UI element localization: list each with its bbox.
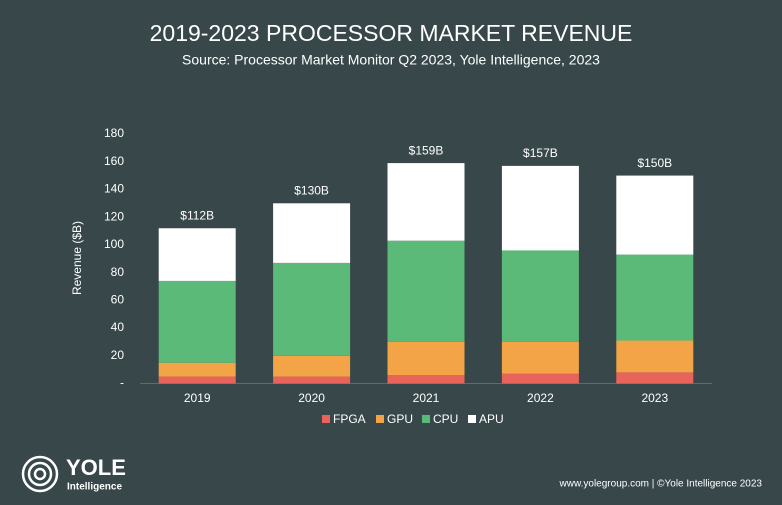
bar-segment (501, 341, 579, 374)
y-tick-label: 100 (104, 237, 124, 251)
logo-subtext: Intelligence (67, 482, 122, 493)
y-tick-label: 20 (111, 348, 125, 362)
legend-swatch (376, 415, 384, 423)
logo-ring (21, 455, 59, 493)
bar-segment (387, 375, 465, 384)
legend-swatch (322, 415, 330, 423)
total-label: $159B (409, 143, 444, 157)
logo-ring (33, 467, 47, 481)
legend-label: FPGA (333, 412, 366, 426)
bar-segment (273, 203, 351, 263)
bar-segment (158, 228, 236, 281)
bar-segment (273, 355, 351, 377)
legend-swatch (468, 415, 476, 423)
x-tick-label: 2019 (184, 391, 211, 405)
total-label: $130B (294, 183, 329, 197)
y-tick-label: 140 (104, 182, 124, 196)
bar-segment (158, 376, 236, 384)
bar-segment (616, 372, 694, 384)
legend-label: CPU (433, 412, 458, 426)
x-tick-label: 2020 (298, 391, 325, 405)
bar-segment (501, 165, 579, 251)
bar-segment (273, 376, 351, 384)
y-tick-label: 160 (104, 154, 124, 168)
bar-segment (387, 341, 465, 376)
bar-segment (616, 254, 694, 341)
logo: YOLE Intelligence (21, 455, 126, 493)
y-axis-label: Revenue ($B) (70, 221, 84, 295)
legend-label: GPU (387, 412, 413, 426)
bar-segment (273, 262, 351, 356)
chart-subtitle: Source: Processor Market Monitor Q2 2023… (182, 52, 600, 68)
bar-segment (158, 362, 236, 377)
y-tick-label: 40 (111, 320, 125, 334)
legend-swatch (422, 415, 430, 423)
x-tick-label: 2023 (641, 391, 668, 405)
bar-segment (501, 250, 579, 342)
bar-segment (616, 340, 694, 373)
y-tick-label: 80 (111, 265, 125, 279)
x-tick-label: 2021 (413, 391, 440, 405)
bar-segment (387, 163, 465, 241)
y-tick-label: 180 (104, 126, 124, 140)
logo-text: YOLE (66, 455, 126, 480)
footer-credit: www.yolegroup.com | ©Yole Intelligence 2… (559, 479, 763, 490)
total-label: $157B (523, 146, 558, 160)
bar-segment (616, 175, 694, 255)
total-label: $150B (637, 156, 672, 170)
logo-ring (27, 461, 53, 487)
x-tick-label: 2022 (527, 391, 554, 405)
bar-segment (501, 373, 579, 384)
y-tick-label: 120 (104, 209, 124, 223)
chart-title: 2019-2023 PROCESSOR MARKET REVENUE (150, 20, 633, 46)
bar-segment (387, 240, 465, 342)
y-tick-label: 60 (111, 293, 125, 307)
total-label: $112B (180, 208, 214, 222)
y-tick-label: - (120, 376, 124, 390)
bar-segment (158, 280, 236, 363)
legend-label: APU (479, 412, 504, 426)
